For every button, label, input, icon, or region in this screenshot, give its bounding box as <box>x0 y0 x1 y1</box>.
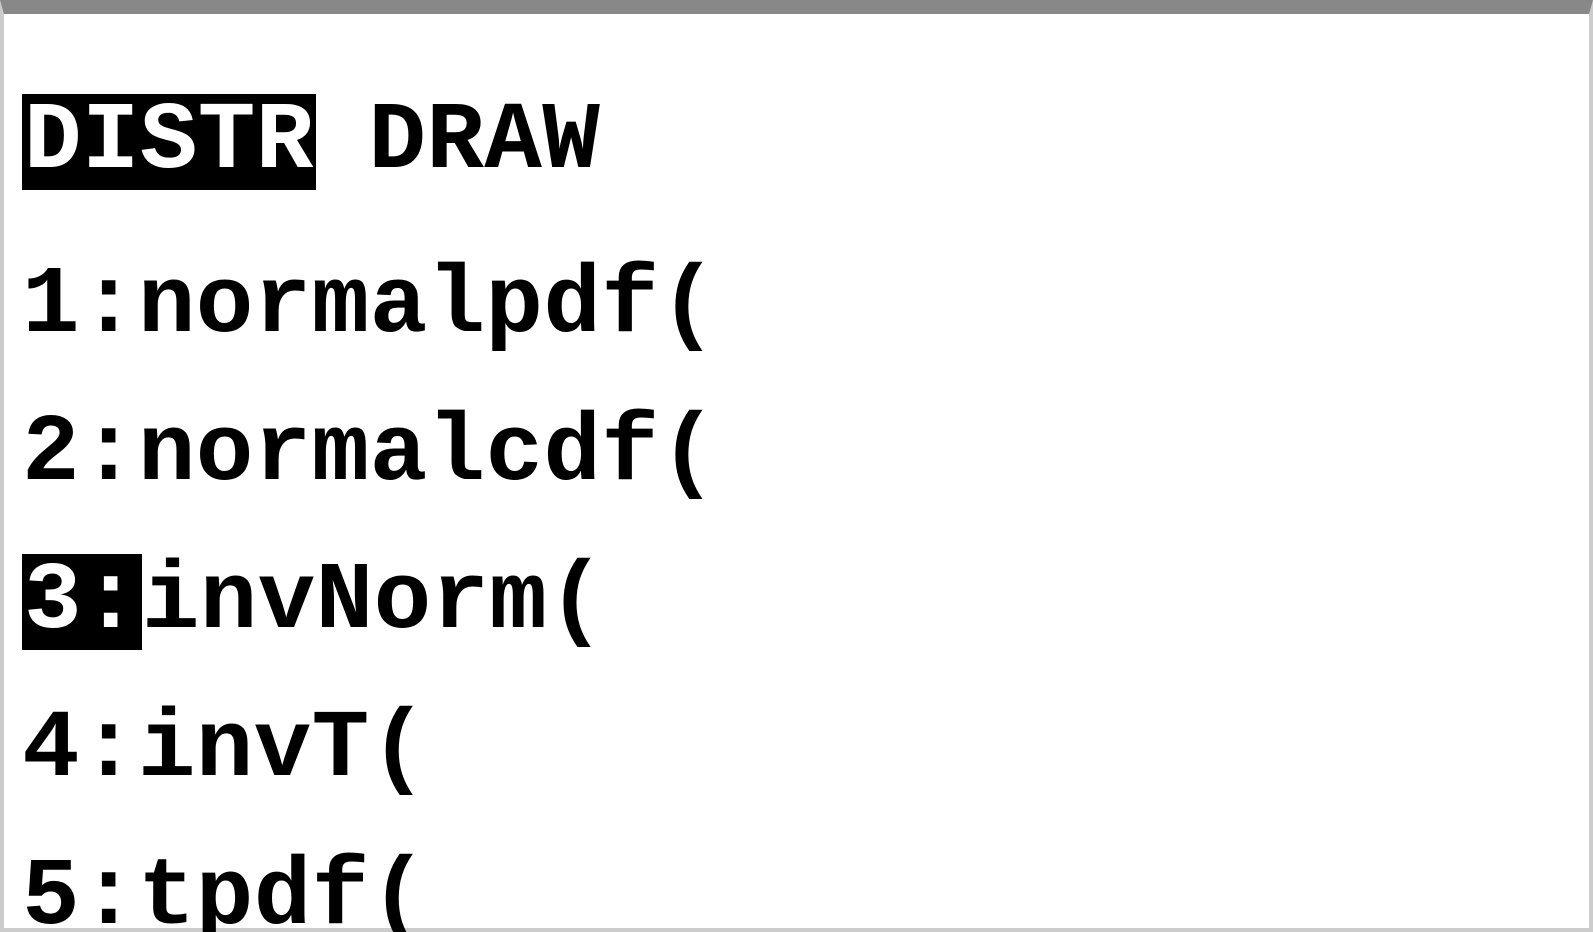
menu-item-prefix: 1: <box>22 258 138 354</box>
calculator-screen: DISTRDRAW 1:normalpdf( 2:normalcdf( 3:in… <box>0 0 1593 932</box>
menu-item-prefix: 2: <box>22 406 138 502</box>
menu-item-label: normalcdf( <box>138 406 717 502</box>
menu-item-4[interactable]: 4:invT( <box>22 700 1571 800</box>
menu-item-label: tpdf( <box>138 850 428 932</box>
menu-item-2[interactable]: 2:normalcdf( <box>22 404 1571 504</box>
menu-item-prefix: 5: <box>22 850 138 932</box>
menu-item-prefix: 4: <box>22 702 138 798</box>
menu-item-1[interactable]: 1:normalpdf( <box>22 256 1571 356</box>
tab-draw[interactable]: DRAW <box>368 94 600 190</box>
menu-item-5[interactable]: 5:tpdf( <box>22 848 1571 932</box>
tab-bar: DISTR DRAW <box>22 92 1571 192</box>
menu-item-label: invNorm( <box>142 554 605 650</box>
menu-item-prefix: 3: <box>22 554 142 650</box>
menu-item-label: invT( <box>138 702 428 798</box>
menu-item-3-selected[interactable]: 3:invNorm( <box>22 552 1571 652</box>
tab-distr[interactable]: DISTR <box>22 94 316 190</box>
menu-item-label: normalpdf( <box>138 258 717 354</box>
